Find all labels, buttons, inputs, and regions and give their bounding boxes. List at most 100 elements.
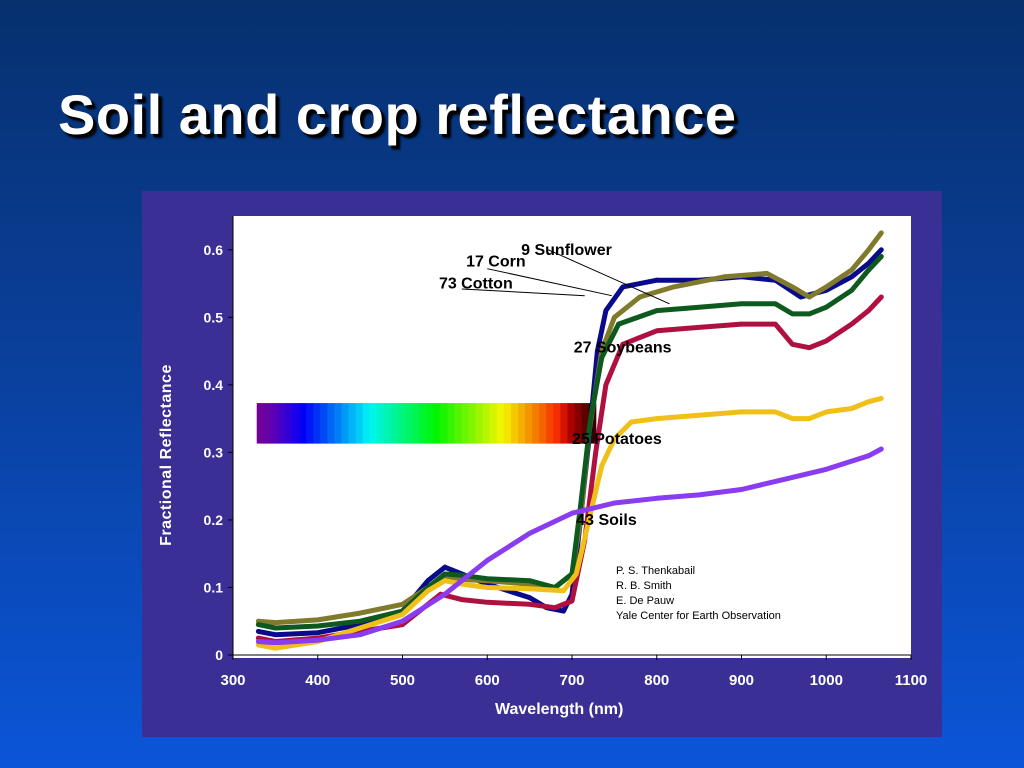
data-point xyxy=(527,578,533,584)
leader-line xyxy=(548,249,670,305)
data-point xyxy=(611,314,617,320)
data-point xyxy=(578,504,583,509)
data-point xyxy=(722,274,727,280)
spectrum-stripe xyxy=(581,403,590,444)
spectrum-stripe xyxy=(313,403,321,444)
data-point xyxy=(595,348,600,354)
data-point xyxy=(442,578,448,584)
data-point xyxy=(442,571,448,577)
spectrum-stripe xyxy=(560,403,569,444)
credit-line: R. B. Smith xyxy=(616,580,672,592)
credit-line: E. De Pauw xyxy=(616,595,675,607)
spectrum-stripe xyxy=(412,403,420,444)
spectrum-stripe xyxy=(546,403,554,444)
spectrum-stripe xyxy=(320,403,328,444)
x-tick-label: 400 xyxy=(305,672,330,689)
series-label: 17 Corn xyxy=(466,253,526,270)
x-tick-label: 800 xyxy=(644,672,669,689)
data-point xyxy=(849,274,855,280)
spectrum-stripe xyxy=(397,403,406,444)
data-point xyxy=(654,277,660,283)
spectrum-stripe xyxy=(299,403,307,444)
spectrum-stripe xyxy=(461,403,470,444)
spectrum-stripe xyxy=(503,403,512,444)
data-point xyxy=(527,601,533,607)
series-label: 27 Soybeans xyxy=(574,340,672,357)
spectrum-stripe xyxy=(383,403,392,444)
data-point xyxy=(739,321,744,327)
spectrum-stripe xyxy=(270,403,279,444)
x-axis-title: Wavelength (nm) xyxy=(495,701,624,718)
spectrum-stripe xyxy=(553,403,562,444)
spectrum-stripe xyxy=(454,403,463,444)
data-point xyxy=(739,409,744,415)
spectrum-stripe xyxy=(306,403,314,444)
spectrum-stripe xyxy=(327,403,336,444)
spectrum-stripe xyxy=(348,403,357,444)
series-line xyxy=(255,395,884,651)
spectrum-stripe xyxy=(419,403,427,444)
y-axis-title-wrap: Fractional Reflectance xyxy=(153,310,181,600)
spectrum-stripe xyxy=(362,403,371,444)
data-point xyxy=(527,595,533,600)
y-tick-label: 0.4 xyxy=(204,377,224,393)
spectrum-stripe xyxy=(475,403,484,444)
y-tick-label: 0.1 xyxy=(204,579,224,595)
credit-line: Yale Center for Earth Observation xyxy=(616,610,781,622)
spectrum-stripe xyxy=(256,403,265,444)
data-point xyxy=(357,632,363,638)
data-point xyxy=(484,558,490,563)
spectrum-stripe xyxy=(539,403,547,444)
slide-title: Soil and crop reflectance xyxy=(58,83,737,146)
data-point xyxy=(357,618,363,624)
x-tick-label: 700 xyxy=(559,672,584,689)
x-tick-label: 600 xyxy=(475,672,500,689)
data-point xyxy=(442,564,448,570)
data-point xyxy=(616,321,622,327)
y-tick-label: 0.6 xyxy=(204,242,224,258)
spectrum-stripe xyxy=(355,403,364,444)
spectrum-stripe xyxy=(292,403,300,444)
spectrum-stripe xyxy=(567,403,576,444)
leader-line xyxy=(487,268,612,297)
series-layer xyxy=(255,230,884,651)
data-point xyxy=(611,500,617,506)
x-tick-label: 900 xyxy=(729,672,754,689)
spectrum-stripe xyxy=(510,403,519,444)
data-point xyxy=(256,628,261,634)
spectrum-stripe xyxy=(405,403,413,444)
spectrum-stripe xyxy=(369,403,378,444)
y-tick-label: 0 xyxy=(215,647,223,663)
data-point xyxy=(866,267,872,273)
chart-axes: 300 400 500 600 700 800 900 1000 1100 0 0.1 0.2 0.3 0… xyxy=(204,216,928,689)
data-point xyxy=(586,517,592,523)
visible-spectrum-band xyxy=(256,403,597,444)
data-point xyxy=(806,311,812,317)
spectrum-stripe xyxy=(489,403,498,444)
spectrum-stripe xyxy=(574,403,583,444)
spectrum-stripe xyxy=(334,403,343,444)
data-point xyxy=(256,622,261,628)
data-point xyxy=(806,294,812,300)
series-label: 25 Potatoes xyxy=(572,431,662,448)
x-tick-label: 500 xyxy=(390,672,415,689)
data-point xyxy=(739,487,744,492)
data-point xyxy=(866,247,872,253)
spectrum-stripe xyxy=(496,403,505,444)
spectrum-stripe xyxy=(518,403,526,444)
x-tick-label: 300 xyxy=(220,672,245,689)
series-label: 73 Cotton xyxy=(439,276,513,293)
credit-block: P. S. Thenkabail R. B. Smith E. De Pauw … xyxy=(616,564,781,624)
y-tick-label: 0.3 xyxy=(204,444,224,460)
data-point xyxy=(620,341,626,347)
spectrum-stripe xyxy=(433,403,441,444)
spectrum-stripe xyxy=(468,403,477,444)
series-line xyxy=(255,446,884,646)
spectrum-stripe xyxy=(277,403,286,444)
spectrum-stripe xyxy=(440,403,449,444)
x-tick-label: 1100 xyxy=(895,672,928,689)
data-point xyxy=(806,416,812,422)
leader-lines xyxy=(461,249,670,305)
leader-line xyxy=(461,288,585,297)
